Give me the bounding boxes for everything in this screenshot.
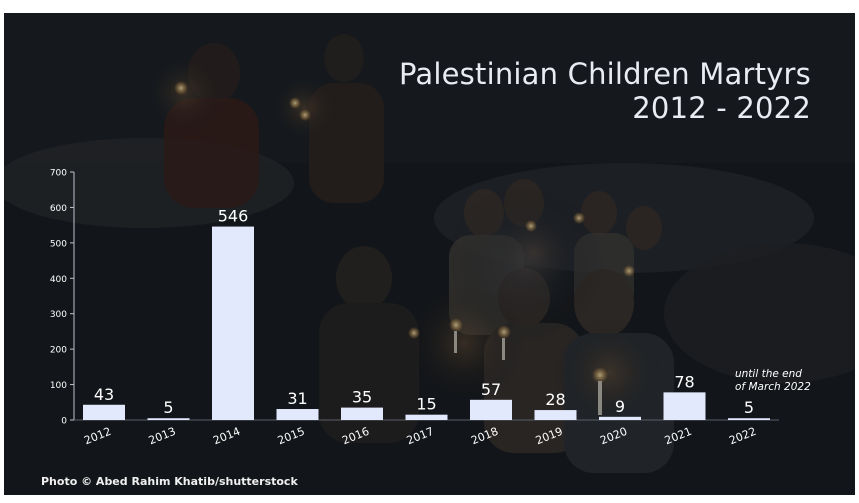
x-tick-label-2016: 2016 — [340, 425, 371, 448]
y-tick-label: 300 — [50, 310, 67, 320]
bar-2015 — [276, 409, 319, 420]
annotation-line-1: until the end — [735, 368, 802, 380]
title-line-1: Palestinian Children Martyrs — [399, 57, 811, 91]
y-axis: 0 100 200 300 400 500 600 700 — [50, 169, 779, 427]
value-label-2012: 43 — [94, 385, 114, 404]
x-tick-label-2013: 2013 — [147, 425, 178, 448]
x-tick-label-2020: 2020 — [598, 425, 629, 448]
bar-2020 — [599, 416, 641, 420]
bar-chart: 0 100 200 300 400 500 600 700 43 5 546 31 35 15 57 28 9… — [50, 169, 811, 448]
value-label-2019: 28 — [545, 390, 565, 409]
bar-2013 — [147, 418, 190, 420]
y-tick-label: 0 — [61, 417, 67, 427]
bar-2022 — [728, 418, 770, 420]
x-tick-label-2012: 2012 — [82, 425, 113, 448]
bar-2012 — [83, 404, 125, 420]
bar-2019 — [534, 410, 577, 420]
x-tick-label-2014: 2014 — [211, 425, 242, 448]
value-label-2013: 5 — [163, 398, 173, 417]
value-labels-group: 43 5 546 31 35 15 57 28 9 78 5 — [94, 207, 754, 418]
chart-title: Palestinian Children Martyrs 2012 - 2022 — [399, 57, 811, 125]
x-tick-label-2017: 2017 — [405, 425, 436, 448]
y-tick-label: 600 — [50, 204, 67, 214]
y-tick-label: 200 — [50, 346, 67, 356]
x-tick-label-2015: 2015 — [276, 425, 307, 448]
y-tick-label: 700 — [50, 169, 67, 179]
x-tick-label-2019: 2019 — [534, 425, 565, 448]
annotation-line-2: of March 2022 — [735, 381, 811, 393]
value-label-2020: 9 — [615, 397, 625, 416]
infographic-frame: Palestinian Children Martyrs 2012 - 2022… — [4, 13, 855, 495]
title-line-2: 2012 - 2022 — [632, 91, 811, 125]
value-label-2021: 78 — [674, 372, 694, 391]
bar-2017 — [405, 414, 448, 420]
background-photo-candle-vigil — [4, 13, 855, 495]
value-label-2017: 15 — [416, 395, 436, 414]
bar-2018 — [470, 399, 512, 420]
value-label-2022: 5 — [744, 398, 754, 417]
bar-2014 — [212, 226, 254, 420]
bar-2021 — [663, 392, 706, 420]
bar-2016 — [341, 407, 383, 420]
value-label-2016: 35 — [352, 388, 372, 407]
value-label-2015: 31 — [287, 389, 307, 408]
bars-group — [83, 226, 770, 420]
value-label-2014: 546 — [218, 207, 249, 226]
y-tick-label: 400 — [50, 275, 67, 285]
photo-credit: Photo © Abed Rahim Khatib/shutterstock — [41, 475, 298, 488]
x-tick-label-2018: 2018 — [469, 425, 500, 448]
y-tick-label: 100 — [50, 381, 67, 391]
value-label-2018: 57 — [481, 380, 501, 399]
y-tick-label: 500 — [50, 239, 67, 249]
x-tick-label-2021: 2021 — [663, 425, 694, 448]
x-axis-labels-group: 2012 2013 2014 2015 2016 2017 2018 2019 2020 2021… — [82, 425, 758, 448]
x-tick-label-2022: 2022 — [727, 425, 758, 448]
